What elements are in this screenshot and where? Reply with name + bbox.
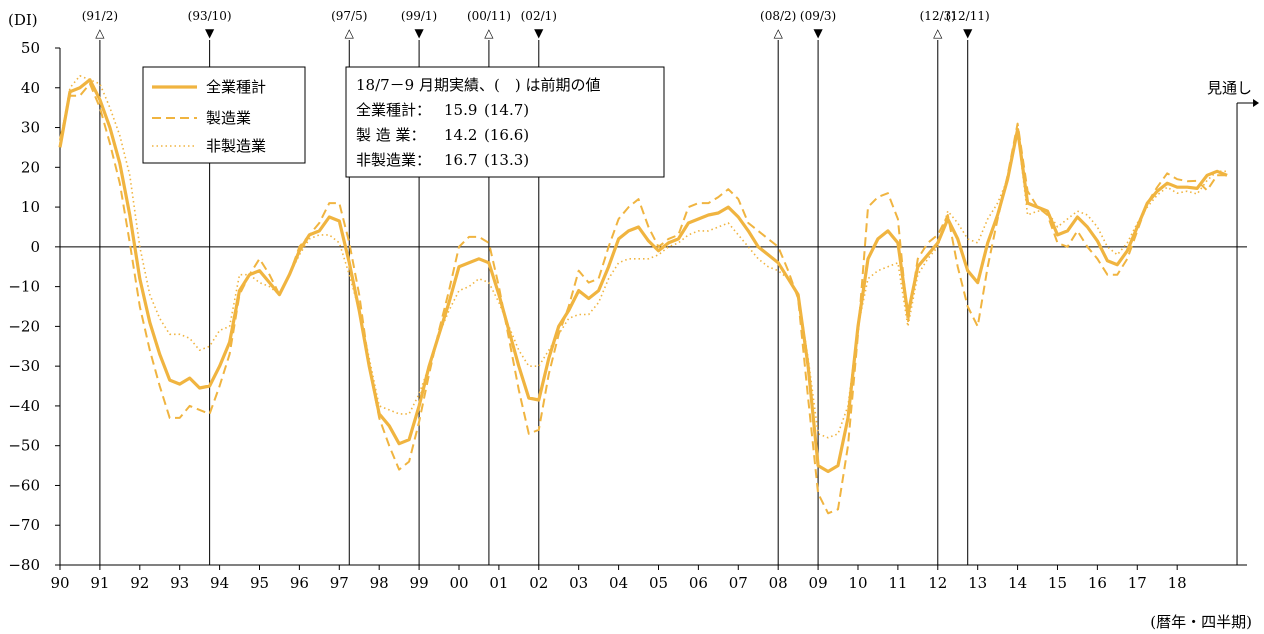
series-lines — [58, 75, 1228, 515]
x-tick-label: 16 — [1088, 574, 1107, 592]
info-row-mfg-prev: (16.6) — [484, 126, 529, 144]
y-tick-label: −60 — [8, 476, 40, 494]
x-tick-label: 00 — [449, 574, 468, 592]
x-tick-label: 15 — [1048, 574, 1067, 592]
x-tick-label: 93 — [170, 574, 189, 592]
info-row-total-prev: (14.7) — [484, 101, 529, 119]
x-tick-label: 94 — [210, 574, 229, 592]
x-tick-label: 07 — [729, 574, 748, 592]
event-label: (02/1) — [521, 9, 557, 23]
x-tick-label: 06 — [689, 574, 708, 592]
y-tick-label: −20 — [8, 317, 40, 335]
y-tick-label: 0 — [30, 238, 40, 256]
info-box: 18/7－9 月期実績、( ) は前期の値 全業種計： 15.9 (14.7) … — [345, 66, 665, 178]
event-label: (09/3) — [800, 9, 836, 23]
event-marker: ▼ — [813, 26, 823, 40]
x-tick-label: 91 — [90, 574, 109, 592]
x-tick-label: 11 — [888, 574, 907, 592]
event-marker: ▼ — [534, 26, 544, 40]
event-marker: ▼ — [414, 26, 424, 40]
x-tick-label: 90 — [50, 574, 69, 592]
y-tick-label: 20 — [21, 158, 40, 176]
info-title: 18/7－9 月期実績、( ) は前期の値 — [356, 76, 600, 94]
x-tick-label: 17 — [1128, 574, 1147, 592]
info-row-nonmfg-label: 非製造業： — [356, 151, 431, 169]
info-row-total-value: 15.9 — [444, 101, 477, 119]
event-marker: △ — [484, 26, 494, 40]
x-tick-label: 98 — [370, 574, 389, 592]
event-marker: △ — [345, 26, 355, 40]
x-tick-label: 97 — [330, 574, 349, 592]
info-row-nonmfg-prev: (13.3) — [484, 151, 529, 169]
legend-label-total: 全業種計 — [206, 78, 266, 96]
y-tick-label: −70 — [8, 516, 40, 534]
x-tick-label: 95 — [250, 574, 269, 592]
forecast-marker: 見通し — [1207, 79, 1260, 565]
x-tick-label: 12 — [928, 574, 947, 592]
event-label: (93/10) — [188, 9, 232, 23]
legend: 全業種計 製造業 非製造業 — [142, 66, 306, 164]
y-tick-label: 50 — [21, 39, 40, 57]
y-tick-label: 30 — [21, 119, 40, 137]
x-tick-label: 04 — [609, 574, 628, 592]
event-marker: ▼ — [205, 26, 215, 40]
forecast-label: 見通し — [1207, 79, 1252, 97]
event-marker: △ — [95, 26, 105, 40]
x-tick-label: 92 — [130, 574, 149, 592]
y-tick-label: −50 — [8, 437, 40, 455]
event-label: (00/11) — [467, 9, 511, 23]
event-label: (91/2) — [82, 9, 118, 23]
x-tick-label: 08 — [769, 574, 788, 592]
event-label: (08/2) — [760, 9, 796, 23]
y-tick-label: 10 — [21, 198, 40, 216]
event-marker: ▼ — [963, 26, 973, 40]
x-tick-label: 09 — [809, 574, 828, 592]
event-marker: △ — [933, 26, 943, 40]
series-line-manufacturing — [59, 82, 1228, 515]
info-row-total-label: 全業種計： — [356, 101, 431, 119]
x-tick-label: 96 — [290, 574, 309, 592]
info-row-nonmfg-value: 16.7 — [444, 151, 477, 169]
x-tick-label: 13 — [968, 574, 987, 592]
y-axis: 50 40 30 20 10 0 −10 −20 −30 −40 −50 −60 −70 −80 — [8, 39, 60, 574]
legend-label-manufacturing: 製造業 — [206, 109, 251, 127]
legend-label-nonmanufacturing: 非製造業 — [206, 137, 266, 155]
x-tick-label: 10 — [848, 574, 867, 592]
series-line-total — [58, 78, 1228, 474]
x-tick-label: 18 — [1168, 574, 1187, 592]
x-tick-label: 01 — [489, 574, 508, 592]
event-label: (99/1) — [401, 9, 437, 23]
y-tick-label: −30 — [8, 357, 40, 375]
y-tick-label: 40 — [21, 79, 40, 97]
y-tick-label: −80 — [8, 556, 40, 574]
event-marker: △ — [774, 26, 784, 40]
x-axis: 90 91 92 93 94 95 96 97 98 99 00 01 02 03 04 05 06 07 08 09… — [50, 565, 1187, 592]
info-row-mfg-value: 14.2 — [444, 126, 477, 144]
y-tick-label: −40 — [8, 397, 40, 415]
x-tick-label: 02 — [529, 574, 548, 592]
x-tick-label: 03 — [569, 574, 588, 592]
x-axis-label: (暦年・四半期) — [1150, 613, 1252, 631]
info-row-mfg-label: 製 造 業： — [356, 126, 426, 144]
y-axis-label: (DI) — [8, 11, 38, 29]
event-label: (12/3) — [920, 9, 956, 23]
y-tick-label: −10 — [8, 278, 40, 296]
event-label: (12/11) — [946, 9, 990, 23]
forecast-arrow-head — [1253, 99, 1260, 107]
x-tick-label: 14 — [1008, 574, 1027, 592]
x-tick-label: 99 — [410, 574, 429, 592]
x-tick-label: 05 — [649, 574, 668, 592]
series-line-nonmanufacturing — [59, 75, 1228, 439]
event-label: (97/5) — [331, 9, 367, 23]
